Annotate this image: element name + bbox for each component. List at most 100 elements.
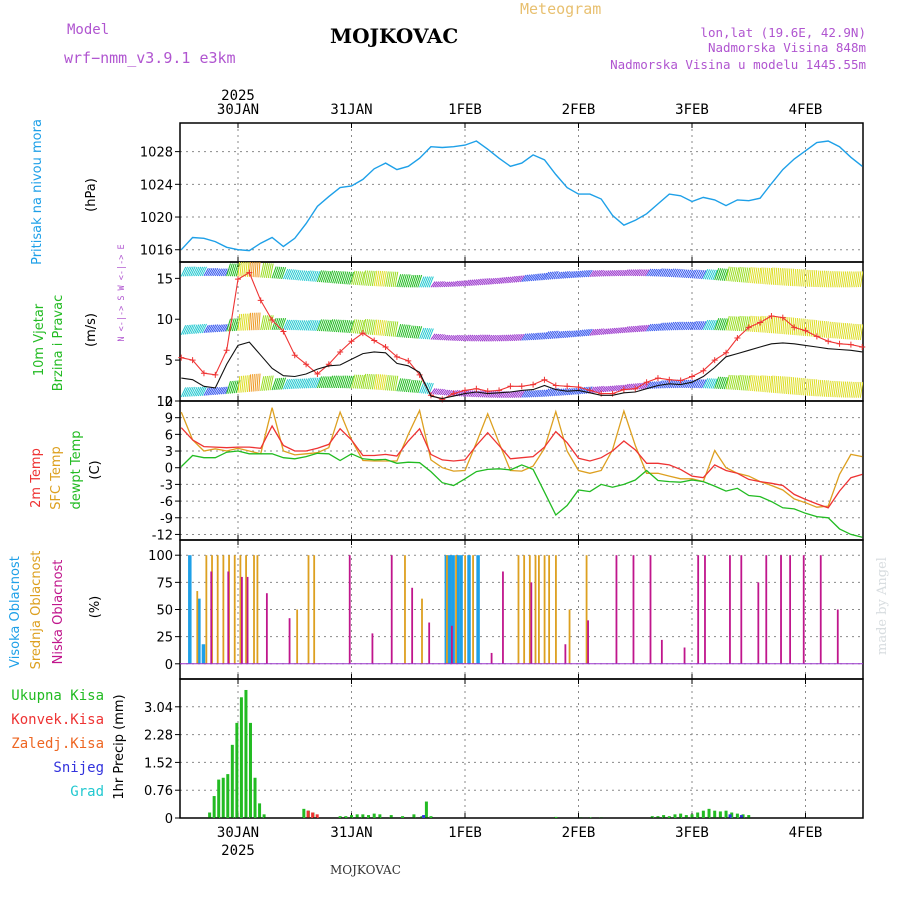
- wind-barb: [685, 269, 692, 279]
- wind-barb: [201, 323, 207, 334]
- wind-barb: [453, 280, 459, 287]
- y-tick-label: 5: [165, 354, 173, 369]
- wind-barb: [277, 266, 283, 279]
- wind-barb: [424, 328, 431, 340]
- wind-barb: [345, 375, 351, 389]
- wind-barb: [481, 390, 487, 398]
- wind-barb: [752, 267, 756, 284]
- wind-barb: [727, 374, 732, 390]
- wind-barb: [604, 385, 610, 393]
- wind-gust-marker: [189, 357, 196, 364]
- wind-barb: [328, 375, 334, 389]
- wind-barb: [485, 390, 491, 398]
- wind-barb: [822, 380, 826, 397]
- wind-barb: [385, 375, 389, 391]
- wind-barb: [491, 334, 497, 342]
- wind-barb: [207, 387, 213, 396]
- wind-barb: [623, 269, 629, 277]
- wind-barb: [383, 271, 387, 287]
- wind-barb: [324, 319, 330, 332]
- wind-barb: [708, 269, 714, 280]
- meteogram-subtitle: Meteogram: [520, 0, 601, 18]
- wind-barb: [857, 271, 862, 288]
- wind-barb: [379, 270, 384, 287]
- wind-barb: [318, 319, 324, 332]
- wind-barb: [307, 319, 313, 331]
- wind-barb: [695, 379, 701, 389]
- wind-barb: [252, 262, 255, 278]
- wind-barb: [814, 270, 818, 288]
- wind-barb: [316, 270, 323, 283]
- wind-barb: [424, 276, 431, 288]
- wind-barb: [256, 312, 259, 331]
- wind-barb: [381, 320, 385, 336]
- wind-barb: [846, 323, 850, 340]
- wind-barb: [699, 270, 705, 280]
- wind-barb: [816, 379, 820, 397]
- wind-barb: [415, 380, 421, 393]
- wind-barb: [850, 323, 854, 340]
- wind-barb: [666, 268, 673, 278]
- wind-barb: [795, 269, 799, 287]
- top-day-label: 30JAN: [217, 102, 259, 118]
- wind-barb: [695, 321, 701, 331]
- precip-legend-item: Konvek.Kisa: [11, 712, 104, 728]
- wind-barb: [375, 374, 380, 390]
- wind-barb: [718, 268, 724, 281]
- wind-barb: [315, 377, 321, 389]
- station-title: MOJKOVAC: [330, 24, 458, 48]
- wind-barb: [840, 381, 845, 398]
- wind-barb: [441, 334, 447, 341]
- wind-barb: [856, 324, 860, 340]
- wind-barb: [330, 270, 336, 284]
- wind-barb: [631, 269, 637, 277]
- cloud-bar: [780, 555, 782, 664]
- wind-barb: [831, 380, 835, 398]
- y-tick-label: -6: [160, 495, 173, 510]
- wind-barb: [360, 374, 365, 389]
- wind-barb: [500, 276, 506, 284]
- wind-barb: [343, 271, 349, 285]
- wind-barb: [702, 319, 709, 331]
- wind-barb: [606, 385, 612, 393]
- wind-barb: [706, 319, 713, 331]
- precip-bar: [690, 814, 694, 818]
- wind-barb: [583, 329, 589, 337]
- wind-barb: [606, 270, 612, 277]
- wind-barb: [549, 330, 555, 340]
- wind-barb: [701, 270, 707, 280]
- wind-barb: [222, 323, 228, 332]
- wind-barb: [638, 269, 644, 277]
- wind-barb: [509, 390, 516, 398]
- wind-barb: [508, 276, 514, 284]
- precip-bar: [311, 812, 315, 818]
- wind-barb: [536, 273, 542, 281]
- wind-barb: [369, 319, 374, 335]
- wind-barb: [299, 378, 306, 389]
- wind-barb: [246, 375, 250, 393]
- wind-barb: [326, 319, 332, 332]
- wind-barb: [655, 381, 661, 389]
- cloud-bar: [296, 609, 299, 664]
- wind-barb: [466, 334, 472, 342]
- bottom-day-label: 1FEB: [448, 825, 482, 841]
- wind-barb: [377, 270, 382, 287]
- wind-barb: [799, 318, 802, 336]
- wind-barb: [685, 379, 692, 389]
- wind-barb: [292, 378, 298, 389]
- wind-barb: [617, 327, 623, 334]
- wind-barb: [530, 273, 536, 282]
- wind-barb: [714, 267, 720, 281]
- wind-barb: [823, 270, 827, 288]
- wind-barb: [795, 377, 799, 395]
- wind-barb: [269, 375, 274, 391]
- wind-barb: [496, 277, 502, 285]
- precip-bar: [315, 814, 319, 818]
- wind-barb: [371, 374, 376, 390]
- wind-barb: [576, 387, 582, 395]
- wind-barb: [782, 268, 785, 286]
- wind-barb: [850, 271, 854, 288]
- wind-barb: [839, 271, 843, 288]
- wind-barb: [243, 262, 246, 277]
- wind-barb: [411, 274, 417, 288]
